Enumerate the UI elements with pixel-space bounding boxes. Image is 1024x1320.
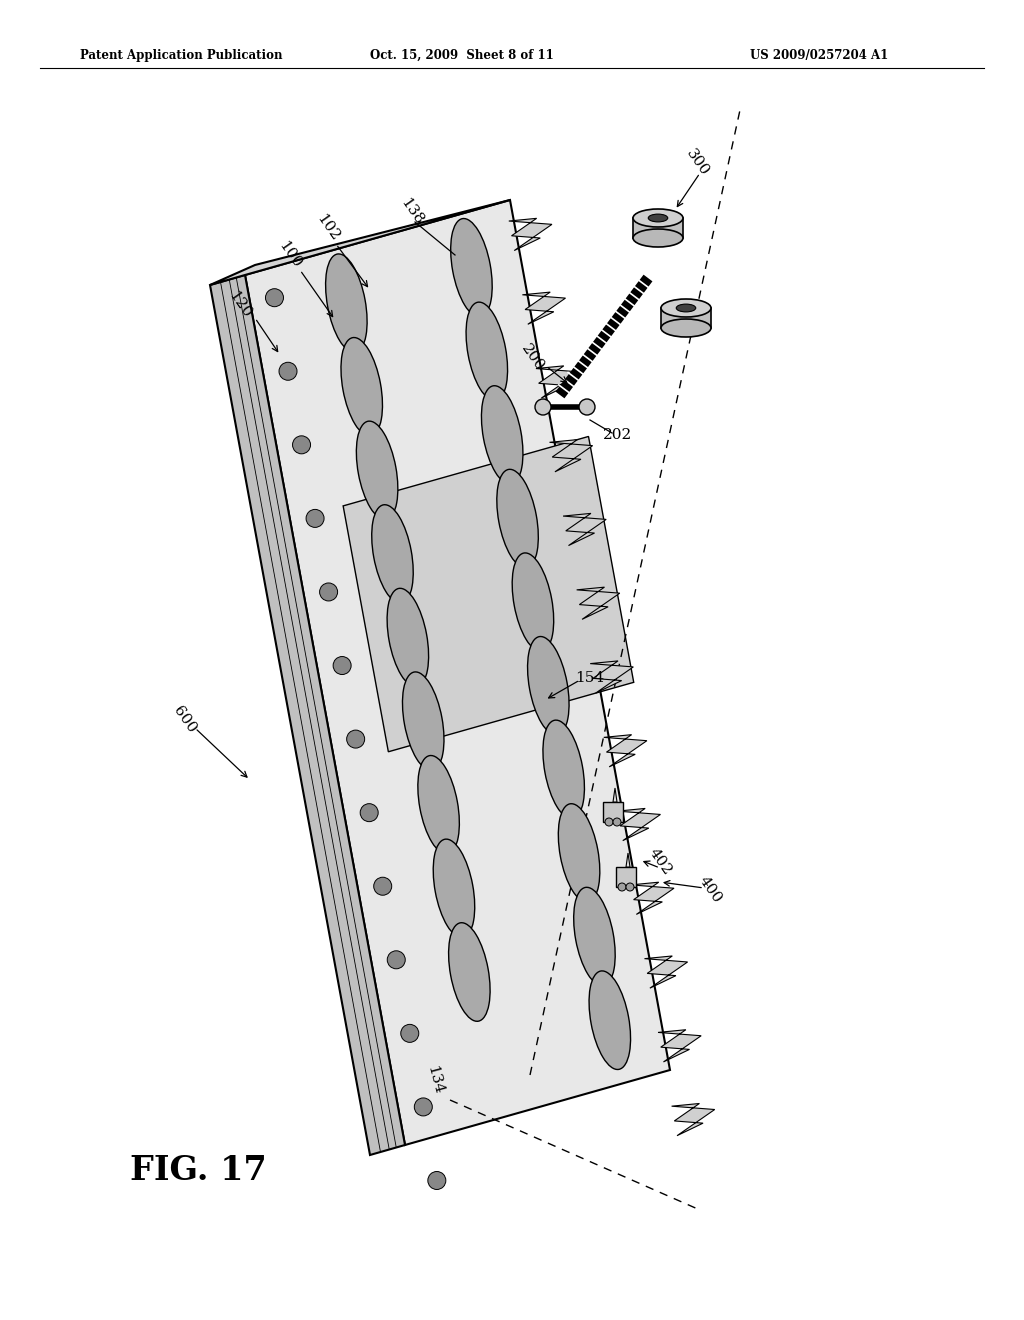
Circle shape xyxy=(605,818,613,826)
Circle shape xyxy=(306,510,324,528)
Text: 402: 402 xyxy=(646,846,674,878)
Text: 200: 200 xyxy=(519,342,547,374)
Text: 100: 100 xyxy=(275,239,304,271)
Ellipse shape xyxy=(326,253,368,352)
Polygon shape xyxy=(210,275,406,1155)
Ellipse shape xyxy=(449,923,490,1022)
Circle shape xyxy=(265,289,284,306)
Polygon shape xyxy=(577,587,620,619)
Circle shape xyxy=(347,730,365,748)
Text: FIG. 17: FIG. 17 xyxy=(130,1154,266,1187)
Ellipse shape xyxy=(512,553,554,652)
Text: Oct. 15, 2009  Sheet 8 of 11: Oct. 15, 2009 Sheet 8 of 11 xyxy=(370,49,554,62)
Polygon shape xyxy=(658,1030,701,1061)
Circle shape xyxy=(279,362,297,380)
Ellipse shape xyxy=(633,228,683,247)
Circle shape xyxy=(613,818,621,826)
Ellipse shape xyxy=(466,302,508,401)
Polygon shape xyxy=(613,788,617,803)
Polygon shape xyxy=(245,201,670,1144)
Text: 400: 400 xyxy=(696,874,724,906)
Circle shape xyxy=(293,436,310,454)
Ellipse shape xyxy=(527,636,569,735)
Ellipse shape xyxy=(356,421,398,520)
Polygon shape xyxy=(672,1104,715,1135)
Circle shape xyxy=(374,878,392,895)
Circle shape xyxy=(579,399,595,414)
Circle shape xyxy=(535,399,551,414)
Ellipse shape xyxy=(633,209,683,227)
Ellipse shape xyxy=(402,672,444,771)
Text: 138: 138 xyxy=(398,197,426,228)
Text: 102: 102 xyxy=(314,213,342,244)
Polygon shape xyxy=(644,956,687,989)
Circle shape xyxy=(387,950,406,969)
Polygon shape xyxy=(604,735,647,767)
Polygon shape xyxy=(522,292,565,325)
Circle shape xyxy=(626,883,634,891)
Circle shape xyxy=(428,1171,445,1189)
Text: 120: 120 xyxy=(226,289,254,321)
Ellipse shape xyxy=(418,755,460,854)
Polygon shape xyxy=(590,661,633,693)
Circle shape xyxy=(333,656,351,675)
Text: Patent Application Publication: Patent Application Publication xyxy=(80,49,283,62)
Ellipse shape xyxy=(451,219,493,317)
Ellipse shape xyxy=(497,470,539,568)
Polygon shape xyxy=(633,218,683,238)
Ellipse shape xyxy=(662,319,711,337)
Text: 202: 202 xyxy=(603,428,633,442)
Ellipse shape xyxy=(589,972,631,1069)
Ellipse shape xyxy=(543,721,585,818)
Polygon shape xyxy=(617,808,660,841)
Text: 600: 600 xyxy=(171,704,199,737)
Circle shape xyxy=(360,804,378,821)
Ellipse shape xyxy=(387,589,429,686)
Ellipse shape xyxy=(662,300,711,317)
Ellipse shape xyxy=(372,504,414,603)
Ellipse shape xyxy=(558,804,600,903)
Ellipse shape xyxy=(433,840,475,937)
Text: 134: 134 xyxy=(425,1064,445,1096)
Polygon shape xyxy=(563,513,606,545)
Polygon shape xyxy=(550,440,593,471)
Ellipse shape xyxy=(676,304,695,312)
Ellipse shape xyxy=(648,214,668,222)
Circle shape xyxy=(618,883,626,891)
Polygon shape xyxy=(631,882,674,915)
Polygon shape xyxy=(536,366,579,399)
Polygon shape xyxy=(616,867,636,887)
Polygon shape xyxy=(509,218,552,251)
Polygon shape xyxy=(662,308,711,327)
Circle shape xyxy=(415,1098,432,1115)
Polygon shape xyxy=(210,201,510,285)
Circle shape xyxy=(400,1024,419,1043)
Polygon shape xyxy=(603,803,623,822)
Ellipse shape xyxy=(573,887,615,986)
Ellipse shape xyxy=(481,385,523,484)
Polygon shape xyxy=(626,853,630,867)
Polygon shape xyxy=(343,437,634,752)
Text: 300: 300 xyxy=(684,147,712,180)
Text: 154: 154 xyxy=(575,671,604,685)
Text: US 2009/0257204 A1: US 2009/0257204 A1 xyxy=(750,49,888,62)
Circle shape xyxy=(319,583,338,601)
Ellipse shape xyxy=(341,338,383,436)
